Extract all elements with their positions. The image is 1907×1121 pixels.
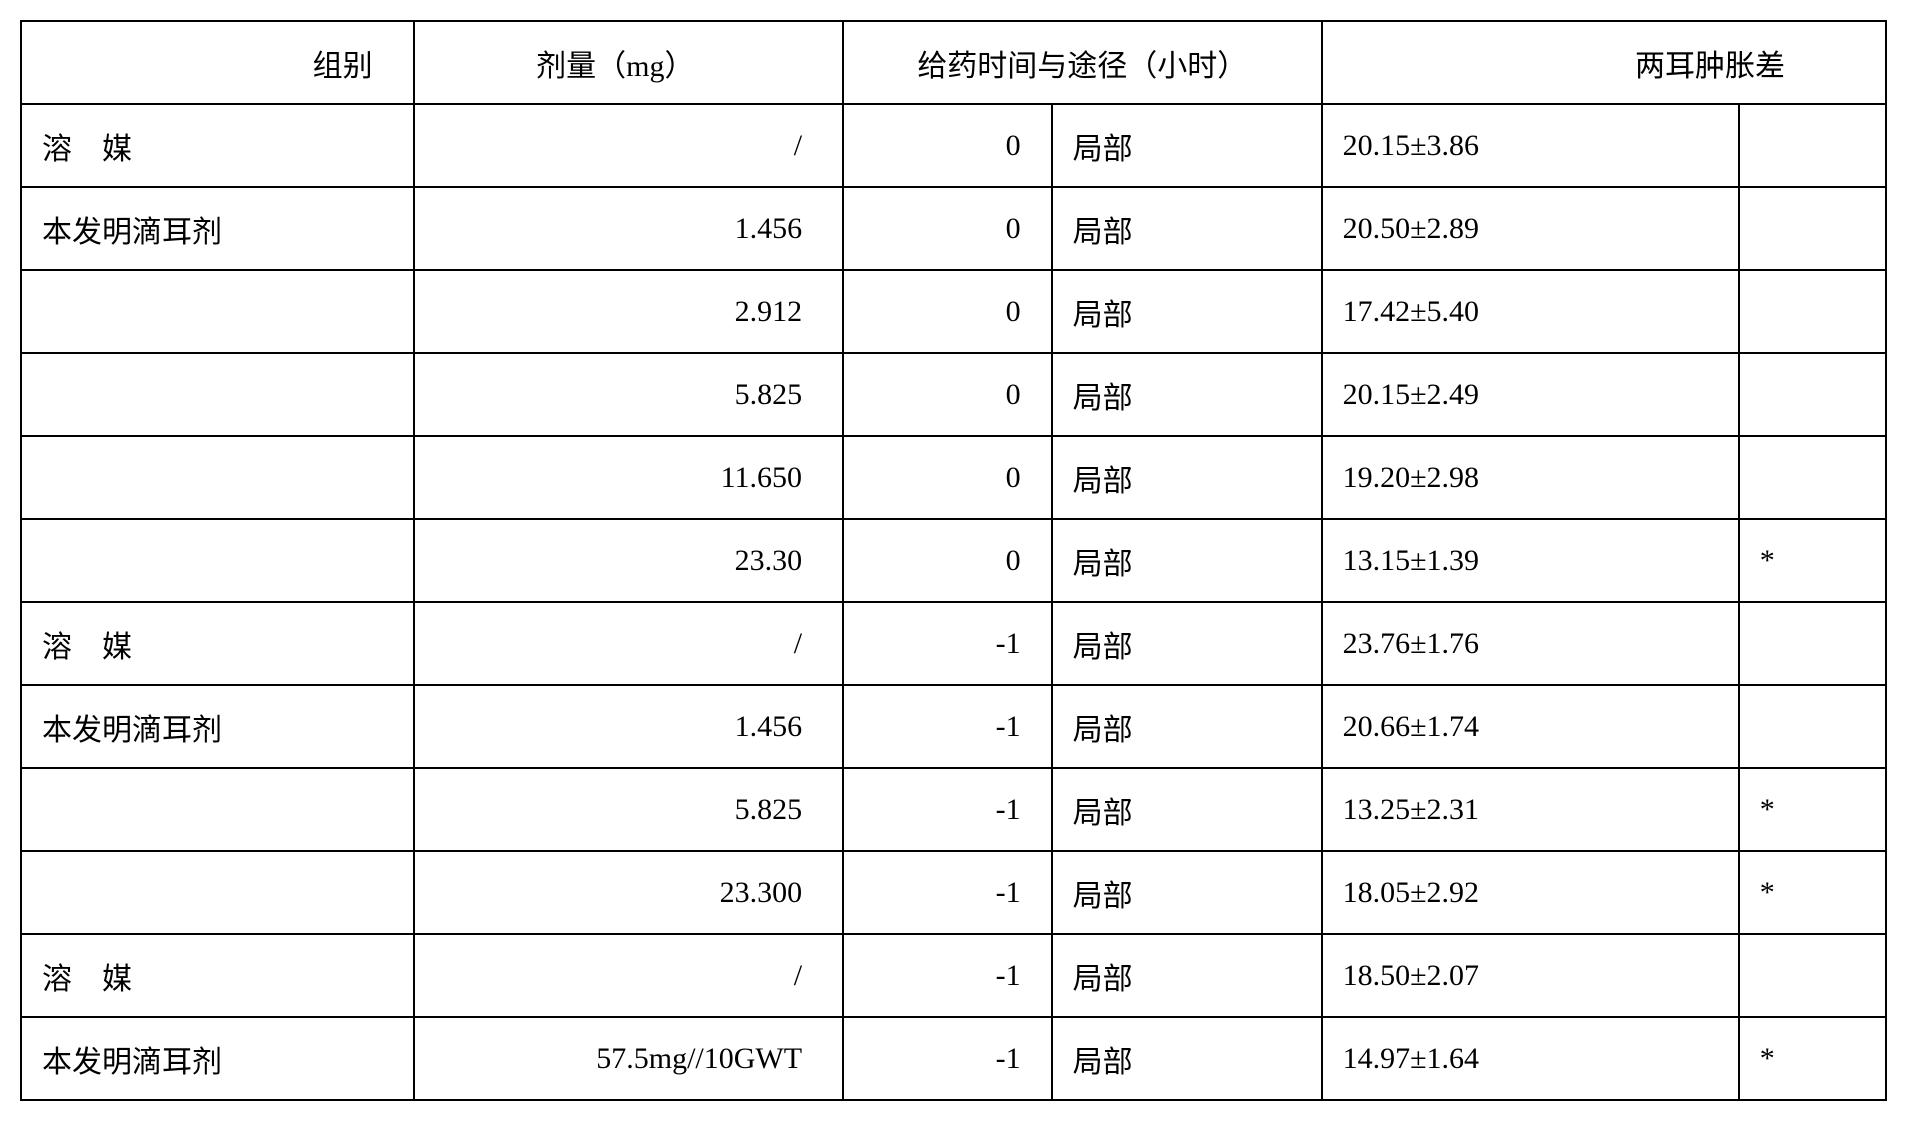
- cell-time: 0: [843, 353, 1052, 436]
- cell-swell: 14.97±1.64: [1322, 1017, 1739, 1100]
- cell-group: [21, 436, 414, 519]
- header-dose: 剂量（mg）: [414, 21, 843, 104]
- cell-sig: [1739, 934, 1886, 1017]
- table-row: 2.912 0 局部 17.42±5.40: [21, 270, 1886, 353]
- table-row: 溶 媒 / -1 局部 23.76±1.76: [21, 602, 1886, 685]
- cell-route: 局部: [1052, 104, 1322, 187]
- cell-sig: *: [1739, 519, 1886, 602]
- cell-dose: /: [414, 934, 843, 1017]
- cell-swell: 13.25±2.31: [1322, 768, 1739, 851]
- cell-swell: 20.15±3.86: [1322, 104, 1739, 187]
- header-time-route: 给药时间与途径（小时）: [843, 21, 1322, 104]
- cell-dose: 23.30: [414, 519, 843, 602]
- cell-route: 局部: [1052, 353, 1322, 436]
- cell-sig: [1739, 685, 1886, 768]
- cell-route: 局部: [1052, 436, 1322, 519]
- cell-dose: /: [414, 104, 843, 187]
- cell-route: 局部: [1052, 270, 1322, 353]
- cell-sig: [1739, 602, 1886, 685]
- cell-time: 0: [843, 104, 1052, 187]
- cell-route: 局部: [1052, 851, 1322, 934]
- cell-dose: 5.825: [414, 768, 843, 851]
- cell-group: 本发明滴耳剂: [21, 187, 414, 270]
- table-row: 5.825 0 局部 20.15±2.49: [21, 353, 1886, 436]
- cell-dose: 23.300: [414, 851, 843, 934]
- cell-group: 本发明滴耳剂: [21, 685, 414, 768]
- table-row: 23.300 -1 局部 18.05±2.92 *: [21, 851, 1886, 934]
- cell-time: -1: [843, 851, 1052, 934]
- cell-swell: 20.66±1.74: [1322, 685, 1739, 768]
- table-row: 溶 媒 / 0 局部 20.15±3.86: [21, 104, 1886, 187]
- cell-group: 本发明滴耳剂: [21, 1017, 414, 1100]
- cell-group: [21, 851, 414, 934]
- cell-time: -1: [843, 1017, 1052, 1100]
- table-row: 本发明滴耳剂 1.456 -1 局部 20.66±1.74: [21, 685, 1886, 768]
- cell-time: 0: [843, 436, 1052, 519]
- table-header: 组别 剂量（mg） 给药时间与途径（小时） 两耳肿胀差: [21, 21, 1886, 104]
- table-row: 5.825 -1 局部 13.25±2.31 *: [21, 768, 1886, 851]
- cell-time: -1: [843, 934, 1052, 1017]
- cell-route: 局部: [1052, 685, 1322, 768]
- cell-group: 溶 媒: [21, 934, 414, 1017]
- cell-dose: 1.456: [414, 685, 843, 768]
- cell-dose: 2.912: [414, 270, 843, 353]
- cell-route: 局部: [1052, 187, 1322, 270]
- cell-route: 局部: [1052, 768, 1322, 851]
- cell-group: [21, 768, 414, 851]
- cell-sig: [1739, 104, 1886, 187]
- header-group: 组别: [21, 21, 414, 104]
- cell-swell: 19.20±2.98: [1322, 436, 1739, 519]
- cell-dose: /: [414, 602, 843, 685]
- cell-swell: 20.50±2.89: [1322, 187, 1739, 270]
- table-row: 本发明滴耳剂 57.5mg//10GWT -1 局部 14.97±1.64 *: [21, 1017, 1886, 1100]
- cell-swell: 20.15±2.49: [1322, 353, 1739, 436]
- header-row: 组别 剂量（mg） 给药时间与途径（小时） 两耳肿胀差: [21, 21, 1886, 104]
- cell-time: 0: [843, 187, 1052, 270]
- cell-group: 溶 媒: [21, 104, 414, 187]
- cell-sig: [1739, 270, 1886, 353]
- data-table-container: 组别 剂量（mg） 给药时间与途径（小时） 两耳肿胀差 溶 媒 / 0 局部 2…: [20, 20, 1887, 1101]
- cell-dose: 5.825: [414, 353, 843, 436]
- cell-sig: *: [1739, 851, 1886, 934]
- cell-sig: [1739, 353, 1886, 436]
- cell-route: 局部: [1052, 1017, 1322, 1100]
- cell-group: [21, 353, 414, 436]
- cell-time: -1: [843, 685, 1052, 768]
- cell-swell: 23.76±1.76: [1322, 602, 1739, 685]
- cell-route: 局部: [1052, 519, 1322, 602]
- cell-group: [21, 519, 414, 602]
- cell-route: 局部: [1052, 602, 1322, 685]
- table-row: 溶 媒 / -1 局部 18.50±2.07: [21, 934, 1886, 1017]
- cell-group: [21, 270, 414, 353]
- header-swelling: 两耳肿胀差: [1322, 21, 1886, 104]
- table-row: 11.650 0 局部 19.20±2.98: [21, 436, 1886, 519]
- experiment-data-table: 组别 剂量（mg） 给药时间与途径（小时） 两耳肿胀差 溶 媒 / 0 局部 2…: [20, 20, 1887, 1101]
- cell-time: 0: [843, 519, 1052, 602]
- table-row: 23.30 0 局部 13.15±1.39 *: [21, 519, 1886, 602]
- cell-time: -1: [843, 602, 1052, 685]
- cell-dose: 1.456: [414, 187, 843, 270]
- cell-group: 溶 媒: [21, 602, 414, 685]
- cell-sig: *: [1739, 768, 1886, 851]
- cell-sig: *: [1739, 1017, 1886, 1100]
- cell-swell: 18.50±2.07: [1322, 934, 1739, 1017]
- cell-swell: 17.42±5.40: [1322, 270, 1739, 353]
- table-row: 本发明滴耳剂 1.456 0 局部 20.50±2.89: [21, 187, 1886, 270]
- cell-dose: 11.650: [414, 436, 843, 519]
- cell-swell: 13.15±1.39: [1322, 519, 1739, 602]
- cell-time: 0: [843, 270, 1052, 353]
- cell-sig: [1739, 187, 1886, 270]
- cell-dose: 57.5mg//10GWT: [414, 1017, 843, 1100]
- table-body: 溶 媒 / 0 局部 20.15±3.86 本发明滴耳剂 1.456 0 局部 …: [21, 104, 1886, 1100]
- cell-route: 局部: [1052, 934, 1322, 1017]
- cell-swell: 18.05±2.92: [1322, 851, 1739, 934]
- cell-sig: [1739, 436, 1886, 519]
- cell-time: -1: [843, 768, 1052, 851]
